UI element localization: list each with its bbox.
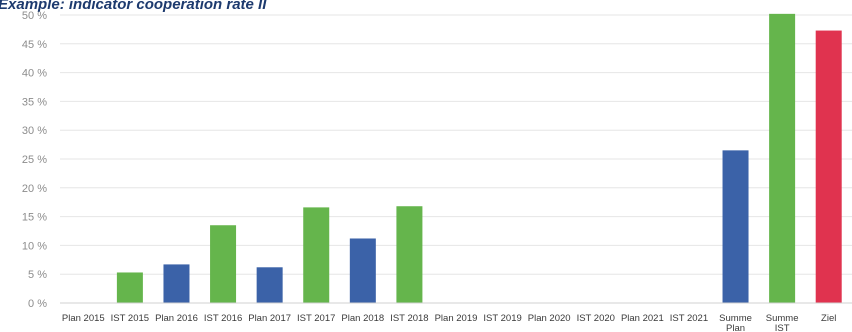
y-tick-label: 50 % — [22, 10, 47, 22]
x-tick-label: Plan 2018 — [341, 313, 384, 324]
bar-plan-2016 — [163, 264, 190, 303]
x-tick-label: IST 2016 — [204, 313, 242, 324]
x-tick-label: Summe IST — [766, 313, 799, 332]
bar-ist-2018 — [396, 206, 423, 303]
x-tick-label: Plan 2015 — [62, 313, 105, 324]
bar-ziel — [815, 30, 842, 303]
x-tick-label: Plan 2017 — [248, 313, 291, 324]
y-tick-label: 30 % — [22, 125, 47, 137]
bar-summe-ist — [769, 13, 796, 304]
y-axis-ticks: 0 % 5 % 10 % 15 % 20 % 25 % 30 % 35 % 40 % 45 % 50… — [22, 10, 47, 310]
bar-plan-2018 — [349, 238, 376, 303]
x-tick-label: Plan 2021 — [621, 313, 664, 324]
y-tick-label: 20 % — [22, 183, 47, 195]
x-tick-label: IST 2021 — [670, 313, 708, 324]
grid-lines — [60, 14, 852, 275]
y-tick-label: 35 % — [22, 96, 47, 108]
chart-title: Example: indicator cooperation rate II — [0, 0, 267, 13]
bars — [116, 13, 842, 304]
y-tick-label: 25 % — [22, 154, 47, 166]
x-tick-label: Plan 2020 — [528, 313, 571, 324]
y-tick-label: 5 % — [28, 269, 47, 281]
x-tick-label: Summe Plan — [719, 313, 752, 332]
x-tick-label: Plan 2019 — [435, 313, 478, 324]
bar-ist-2017 — [303, 207, 330, 303]
x-tick-label: IST 2017 — [297, 313, 335, 324]
y-tick-label: 40 % — [22, 68, 47, 80]
y-tick-label: 45 % — [22, 39, 47, 51]
y-tick-label: 10 % — [22, 240, 47, 252]
x-axis-ticks: Plan 2015 IST 2015 Plan 2016 IST 2016 Plan 2… — [62, 313, 836, 332]
bar-plan-2017 — [256, 267, 283, 303]
x-tick-label: Ziel — [821, 313, 836, 324]
y-tick-label: 15 % — [22, 212, 47, 224]
bar-ist-2016 — [210, 225, 237, 303]
bar-summe-plan — [722, 150, 749, 303]
y-tick-label: 0 % — [28, 298, 47, 310]
x-tick-label: IST 2015 — [111, 313, 149, 324]
bar-ist-2015 — [116, 272, 143, 303]
x-tick-label: IST 2019 — [483, 313, 521, 324]
x-tick-label: IST 2020 — [577, 313, 615, 324]
x-tick-label: Plan 2016 — [155, 313, 198, 324]
x-tick-label: IST 2018 — [390, 313, 428, 324]
